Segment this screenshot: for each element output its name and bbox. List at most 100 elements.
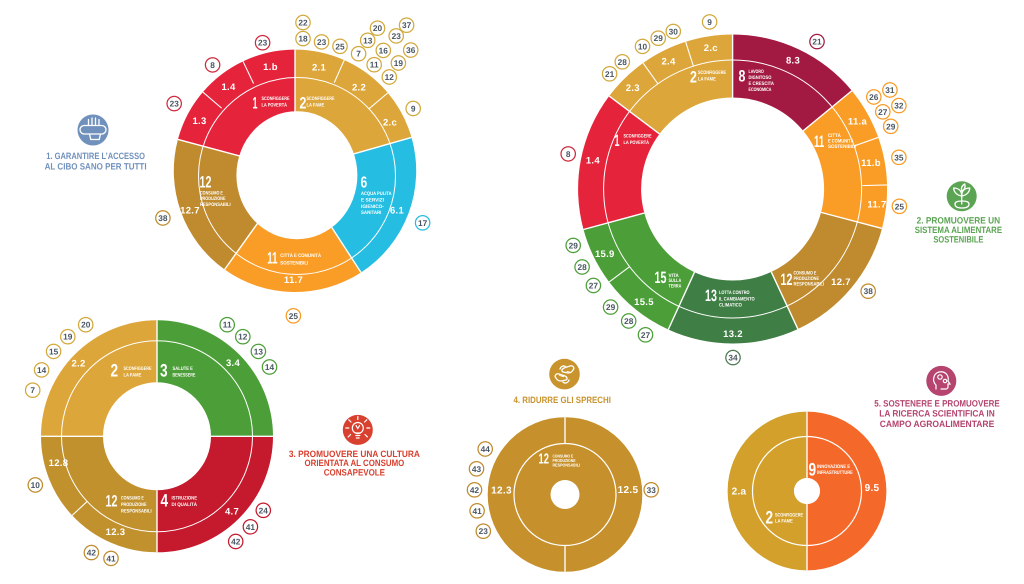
- svg-text:E COMUNITÀ: E COMUNITÀ: [828, 138, 854, 145]
- svg-text:1.4: 1.4: [221, 82, 236, 93]
- svg-text:25: 25: [335, 41, 345, 51]
- svg-text:IL CAMBIAMENTO: IL CAMBIAMENTO: [719, 296, 755, 302]
- svg-text:2.2: 2.2: [352, 82, 366, 93]
- svg-text:CONSAPEVOLE: CONSAPEVOLE: [324, 467, 385, 477]
- svg-text:11.7: 11.7: [867, 199, 886, 210]
- svg-text:PRODUZIONE: PRODUZIONE: [794, 276, 820, 282]
- svg-text:37: 37: [402, 20, 412, 30]
- svg-text:28: 28: [624, 316, 634, 326]
- svg-text:23: 23: [479, 526, 489, 536]
- svg-text:ISTRUZIONE: ISTRUZIONE: [172, 496, 198, 502]
- svg-text:INFRASTRUTTURE: INFRASTRUTTURE: [817, 470, 853, 476]
- svg-text:12.3: 12.3: [491, 486, 512, 497]
- svg-text:ORIENTATA AL CONSUMO: ORIENTATA AL CONSUMO: [305, 458, 405, 468]
- svg-text:3: 3: [160, 361, 168, 381]
- svg-text:SISTEMA ALIMENTARE: SISTEMA ALIMENTARE: [915, 225, 1002, 235]
- svg-text:1: 1: [253, 94, 258, 112]
- svg-text:SCONFIGGERE: SCONFIGGERE: [307, 96, 336, 102]
- svg-text:SULLA: SULLA: [669, 278, 682, 284]
- svg-text:SCONFIGGERE: SCONFIGGERE: [124, 366, 153, 372]
- svg-text:2.1: 2.1: [312, 63, 327, 74]
- svg-text:LA FAME: LA FAME: [307, 103, 325, 109]
- svg-text:41: 41: [472, 506, 482, 516]
- svg-text:8.3: 8.3: [786, 56, 800, 67]
- svg-text:42: 42: [87, 548, 97, 558]
- svg-text:11.a: 11.a: [848, 116, 868, 127]
- svg-text:34: 34: [728, 353, 738, 363]
- svg-text:7: 7: [356, 49, 361, 59]
- svg-text:12.7: 12.7: [831, 277, 851, 288]
- svg-text:DI QUALITÀ: DI QUALITÀ: [172, 501, 198, 508]
- svg-text:11: 11: [814, 133, 824, 151]
- svg-text:9.5: 9.5: [865, 483, 880, 494]
- svg-text:13.2: 13.2: [723, 329, 743, 340]
- svg-text:29: 29: [569, 240, 579, 250]
- svg-text:8: 8: [566, 149, 571, 159]
- svg-text:2.c: 2.c: [704, 43, 718, 54]
- svg-text:12: 12: [200, 174, 212, 192]
- svg-text:RESPONSABILI: RESPONSABILI: [121, 509, 152, 515]
- svg-text:SOSTENIBILI: SOSTENIBILI: [828, 144, 857, 150]
- svg-text:SOSTENIBILI: SOSTENIBILI: [280, 260, 309, 266]
- svg-text:41: 41: [246, 522, 256, 532]
- svg-text:1.3: 1.3: [192, 116, 206, 127]
- svg-text:2: 2: [766, 508, 774, 528]
- svg-text:35: 35: [894, 152, 904, 162]
- svg-text:LAVORO: LAVORO: [749, 69, 764, 75]
- svg-text:12.7: 12.7: [180, 206, 200, 217]
- svg-text:SCONFIGGERE: SCONFIGGERE: [698, 70, 727, 76]
- svg-text:25: 25: [289, 311, 299, 321]
- svg-text:8: 8: [739, 67, 746, 85]
- svg-text:SCONFIGGERE: SCONFIGGERE: [624, 134, 653, 140]
- svg-text:24: 24: [259, 505, 269, 515]
- svg-text:4.7: 4.7: [225, 506, 239, 517]
- svg-text:LA FAME: LA FAME: [698, 77, 716, 83]
- svg-text:2.4: 2.4: [661, 57, 676, 68]
- svg-text:1: 1: [615, 132, 620, 150]
- svg-text:2.c: 2.c: [383, 117, 397, 128]
- svg-text:13: 13: [363, 35, 373, 45]
- svg-text:SANITARI: SANITARI: [361, 210, 382, 216]
- svg-text:33: 33: [647, 485, 657, 495]
- svg-text:19: 19: [394, 58, 404, 68]
- svg-text:RESPONSABILI: RESPONSABILI: [200, 202, 231, 208]
- svg-text:38: 38: [864, 286, 874, 296]
- svg-text:4. RIDURRE GLI SPRECHI: 4. RIDURRE GLI SPRECHI: [514, 395, 611, 405]
- svg-text:PRODUZIONE: PRODUZIONE: [200, 196, 226, 202]
- svg-text:9: 9: [809, 460, 817, 480]
- svg-text:12: 12: [238, 332, 248, 342]
- svg-text:11: 11: [223, 320, 232, 330]
- svg-text:LA FAME: LA FAME: [775, 519, 793, 525]
- svg-text:6: 6: [361, 175, 368, 192]
- svg-text:1. GARANTIRE L’ACCESSO: 1. GARANTIRE L’ACCESSO: [46, 151, 145, 161]
- svg-text:30: 30: [669, 26, 679, 36]
- svg-text:SCONFIGGERE: SCONFIGGERE: [262, 96, 291, 102]
- svg-text:29: 29: [606, 302, 616, 312]
- svg-text:E SERVIZI: E SERVIZI: [361, 197, 384, 203]
- svg-text:CONSUMO E: CONSUMO E: [200, 191, 223, 197]
- svg-text:LA RICERCA SCIENTIFICA IN: LA RICERCA SCIENTIFICA IN: [879, 409, 995, 419]
- svg-text:CAMPO AGROALIMENTARE: CAMPO AGROALIMENTARE: [880, 419, 995, 429]
- svg-text:IGIENICO-: IGIENICO-: [361, 204, 384, 210]
- svg-text:9: 9: [411, 103, 416, 113]
- svg-text:15: 15: [655, 269, 667, 287]
- svg-text:13: 13: [254, 346, 264, 356]
- svg-text:CITTÀ: CITTÀ: [828, 132, 841, 139]
- svg-text:36: 36: [406, 45, 416, 55]
- svg-text:6.1: 6.1: [390, 205, 405, 216]
- svg-text:DIGNITOSO: DIGNITOSO: [749, 75, 772, 81]
- svg-text:TERRA: TERRA: [669, 283, 682, 289]
- svg-text:42: 42: [470, 485, 480, 495]
- svg-text:11: 11: [370, 60, 379, 70]
- svg-text:12: 12: [539, 452, 549, 468]
- svg-text:13: 13: [705, 287, 717, 305]
- svg-text:1.b: 1.b: [263, 62, 278, 73]
- svg-text:23: 23: [170, 99, 180, 109]
- svg-text:2: 2: [690, 69, 697, 87]
- svg-text:PRODUZIONE: PRODUZIONE: [121, 502, 147, 508]
- svg-text:4: 4: [161, 491, 169, 511]
- svg-text:29: 29: [886, 121, 896, 131]
- svg-text:8: 8: [210, 60, 215, 70]
- svg-text:11.b: 11.b: [861, 158, 881, 169]
- svg-text:23: 23: [392, 31, 402, 41]
